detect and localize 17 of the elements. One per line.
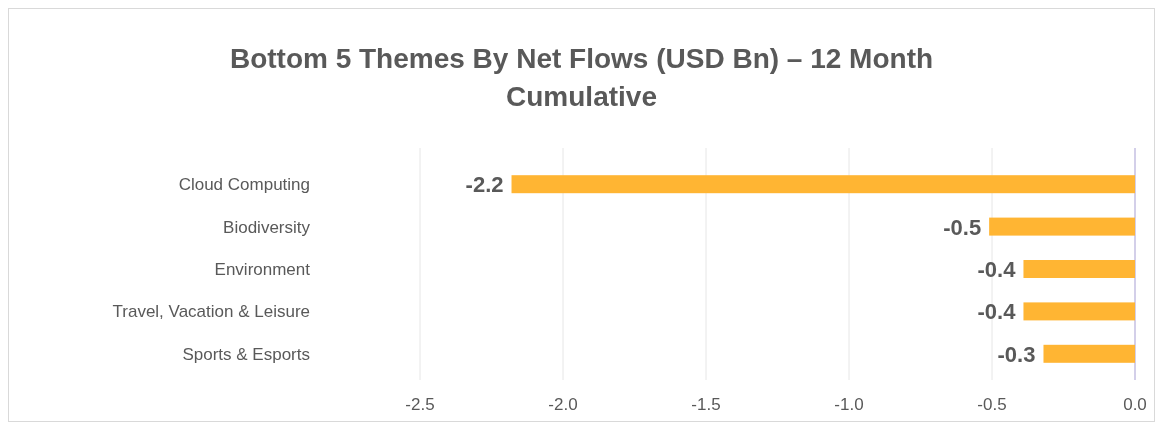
y-tick-label: Environment (214, 260, 311, 279)
x-tick-label: -1.5 (691, 395, 721, 414)
data-label: -0.3 (997, 341, 1036, 367)
data-label: -0.5 (943, 214, 982, 240)
y-tick-label: Cloud Computing (178, 175, 310, 195)
data-label: -0.4 (977, 299, 1017, 325)
y-tick-label: Travel, Vacation & Leisure (112, 302, 310, 322)
data-label: -0.4 (977, 257, 1017, 282)
x-tick-label: -2.5 (405, 395, 435, 414)
x-tick-label: -0.5 (977, 395, 1007, 414)
x-tick-label: -2.0 (548, 395, 578, 414)
data-label: -2.2 (465, 172, 504, 198)
x-tick-label: 0.0 (1123, 395, 1147, 414)
x-tick-label: -1.0 (834, 395, 864, 414)
y-tick-label: Biodiversity (223, 217, 311, 237)
y-tick-label: Sports & Esports (182, 344, 310, 364)
chart-title: Bottom 5 Themes By Net Flows (USD Bn) – 12 Month Cumulative (229, 43, 934, 112)
